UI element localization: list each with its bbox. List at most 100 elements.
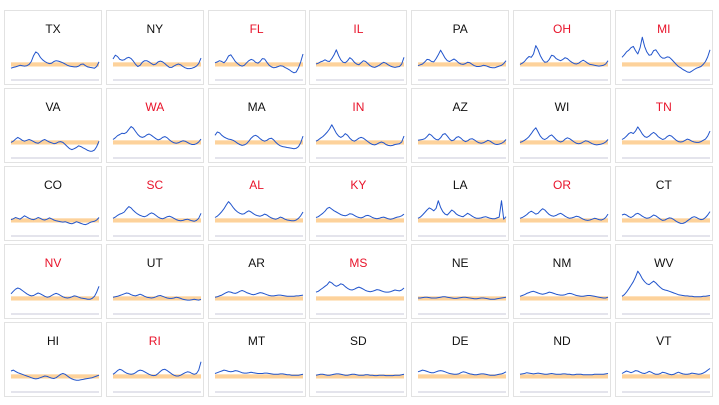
series-line: [214, 201, 304, 222]
panel-label: MS: [349, 256, 368, 270]
sparkline: [418, 133, 507, 159]
chart-panel-ri: RI: [105, 322, 204, 397]
reference-band: [621, 218, 710, 223]
reference-band: [621, 62, 710, 67]
chart-panel-ar: AR: [207, 244, 306, 319]
panel-label: AL: [249, 178, 264, 192]
sparkline: [316, 124, 405, 159]
sparkline: [519, 372, 609, 393]
chart-panel-ct: CT: [614, 166, 713, 241]
chart-panel-de: DE: [411, 322, 510, 397]
series-line: [418, 133, 507, 145]
sparkline: [316, 206, 405, 237]
series-line: [10, 215, 100, 226]
series-line: [112, 126, 202, 145]
panel-label: NY: [146, 22, 164, 36]
panel-label: TX: [45, 22, 61, 36]
reference-band: [621, 374, 710, 379]
series-line: [519, 372, 609, 376]
panel-label: WA: [145, 100, 165, 114]
panel-label: AR: [248, 256, 265, 270]
reference-band: [214, 62, 303, 67]
panel-label: WV: [654, 256, 674, 270]
series-line: [519, 127, 609, 146]
panel-label: IL: [353, 22, 364, 36]
sparkline: [417, 200, 507, 237]
panel-label: MI: [657, 22, 671, 36]
sparkline: [214, 201, 304, 237]
reference-band: [621, 140, 710, 145]
series-line: [316, 373, 405, 377]
panel-label: IN: [352, 100, 365, 114]
panel-label: SC: [146, 178, 164, 192]
chart-panel-vt: VT: [614, 322, 713, 397]
panel-label: MA: [247, 100, 266, 114]
sparkline: [10, 215, 100, 237]
reference-band: [214, 218, 303, 223]
sparkline: [418, 369, 507, 393]
panel-label: OR: [553, 178, 571, 192]
panel-label: WI: [554, 100, 570, 114]
reference-band: [316, 218, 405, 223]
reference-band: [520, 374, 608, 379]
reference-band: [112, 62, 201, 67]
panel-label: OH: [553, 22, 571, 36]
chart-panel-sc: SC: [105, 166, 204, 241]
chart-panel-tx: TX: [4, 10, 102, 85]
sparkline: [418, 296, 507, 315]
reference-band: [214, 296, 303, 301]
series-line: [316, 206, 405, 220]
chart-panel-oh: OH: [513, 10, 611, 85]
reference-band: [214, 374, 303, 379]
sparkline: [316, 373, 405, 393]
series-line: [418, 49, 507, 69]
series-line: [621, 36, 711, 73]
panel-label: TN: [655, 100, 672, 114]
chart-panel-ny: NY: [105, 10, 204, 85]
panel-label: LA: [452, 178, 468, 192]
reference-band: [112, 218, 201, 223]
reference-band: [520, 62, 608, 67]
panel-label: RI: [148, 334, 161, 348]
panel-label: DE: [451, 334, 469, 348]
sparkline: [214, 53, 304, 81]
series-line: [10, 369, 100, 381]
reference-band: [520, 296, 608, 301]
series-line: [621, 126, 711, 143]
series-line: [316, 49, 405, 68]
series-line: [112, 292, 201, 301]
panel-label: NM: [552, 256, 572, 270]
sparkline: [621, 270, 710, 315]
sparkline: [519, 45, 609, 81]
chart-panel-ma: MA: [207, 88, 306, 163]
sparkline: [10, 286, 100, 315]
series-line: [621, 368, 711, 376]
sparkline: [519, 208, 609, 237]
panel-label: KY: [350, 178, 367, 192]
panel-label: AZ: [452, 100, 468, 114]
reference-band: [418, 218, 507, 223]
series-line: [316, 124, 405, 147]
panel-label: NE: [451, 256, 469, 270]
reference-band: [621, 296, 710, 301]
series-line: [418, 296, 507, 300]
panel-label: SD: [350, 334, 367, 348]
sparkline: [621, 36, 711, 81]
chart-panel-hi: HI: [4, 322, 102, 397]
series-line: [214, 290, 303, 298]
sparkline: [10, 369, 100, 393]
series-line: [316, 281, 405, 293]
panel-label: UT: [146, 256, 163, 270]
chart-panel-co: CO: [4, 166, 102, 241]
sparkline: [316, 281, 405, 315]
chart-panel-or: OR: [513, 166, 611, 241]
chart-panel-il: IL: [309, 10, 408, 85]
chart-panel-nm: NM: [513, 244, 611, 319]
panel-label: VT: [656, 334, 672, 348]
sparkline: [10, 136, 100, 159]
reference-band: [316, 296, 405, 301]
chart-panel-tn: TN: [614, 88, 713, 163]
series-line: [214, 53, 304, 74]
panel-label: CT: [655, 178, 672, 192]
chart-panel-mt: MT: [207, 322, 306, 397]
